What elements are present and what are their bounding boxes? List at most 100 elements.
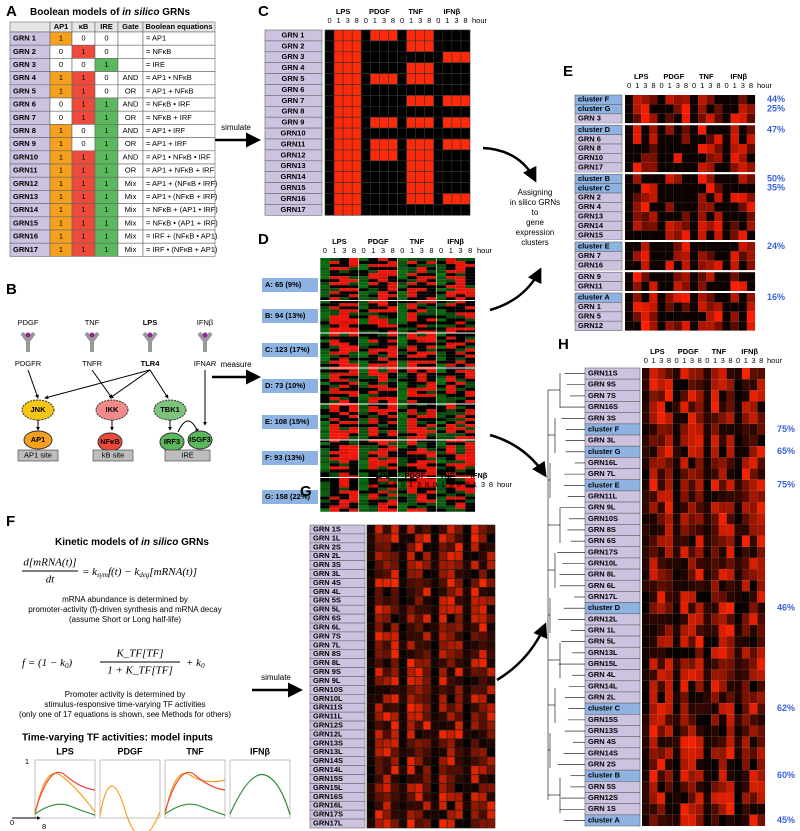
heat-cell — [407, 276, 417, 279]
cell — [407, 139, 416, 150]
heat-cell — [456, 306, 466, 309]
heat-cell — [427, 382, 437, 385]
heat-cell — [349, 442, 359, 445]
loop — [178, 421, 198, 432]
equation: = AP1 — [146, 34, 166, 43]
heat-cell — [339, 421, 349, 424]
heat-cell — [427, 258, 437, 261]
time-label: 0 — [327, 16, 331, 25]
heat-cell — [698, 221, 706, 230]
heat-cell — [696, 424, 704, 435]
heat-cell — [673, 569, 681, 580]
heat-cell — [320, 370, 330, 373]
heat-cell — [688, 714, 696, 725]
heat-cell — [383, 623, 391, 632]
heat-cell — [465, 370, 475, 373]
heat-cell — [650, 390, 658, 401]
heat-cell — [642, 603, 650, 614]
cell — [379, 41, 388, 52]
heat-cell — [456, 276, 466, 279]
heat-cell — [431, 819, 439, 828]
heat-cell — [388, 291, 398, 294]
heat-cell — [650, 580, 658, 591]
heat-cell — [383, 525, 391, 534]
heat-cell — [431, 757, 439, 766]
heat-cell — [446, 418, 456, 421]
heat-cell — [465, 261, 475, 264]
heat-cell — [349, 349, 359, 352]
heat-cell — [642, 491, 650, 502]
heat-cell — [465, 388, 475, 391]
heat-cell — [641, 261, 649, 270]
heat-cell — [734, 591, 742, 602]
heat-cell — [407, 355, 417, 358]
heat-cell — [391, 641, 399, 650]
heat-cell — [674, 202, 682, 211]
heat-cell — [665, 770, 673, 781]
heat-cell — [367, 739, 375, 748]
heat-cell — [465, 327, 475, 330]
heat-cell — [757, 714, 765, 725]
cell — [461, 150, 470, 161]
heat-cell — [398, 340, 408, 343]
heat-cell — [723, 231, 731, 240]
heat-cell — [742, 703, 750, 714]
heat-cell — [320, 433, 330, 436]
heat-cell — [657, 524, 665, 535]
heat-cell — [706, 144, 714, 153]
heat-cell — [320, 430, 330, 433]
heat-cell — [739, 202, 747, 211]
heat-cell — [727, 737, 735, 748]
arrow-label: gene — [526, 218, 544, 227]
heat-cell — [407, 685, 415, 694]
heat-cell — [479, 801, 487, 810]
heat-cell — [641, 125, 649, 134]
heat-cell — [665, 681, 673, 692]
row-label: GRN 7 — [578, 251, 601, 260]
heat-cell — [339, 270, 349, 273]
heat-cell — [711, 569, 719, 580]
heat-cell — [455, 801, 463, 810]
heat-cell — [673, 625, 681, 636]
heat-cell — [417, 373, 427, 376]
heat-cell — [465, 424, 475, 427]
heat-cell — [642, 636, 650, 647]
heat-cell — [456, 376, 466, 379]
heat-cell — [471, 694, 479, 703]
heat-cell — [649, 95, 657, 104]
heat-cell — [723, 302, 731, 311]
heat-cell — [359, 318, 369, 321]
heat-cell — [367, 605, 375, 614]
heat-cell — [383, 605, 391, 614]
heat-cell — [339, 403, 349, 406]
heat-cell — [349, 418, 359, 421]
heat-cell — [465, 273, 475, 276]
row-label: GRN 2L — [588, 693, 616, 702]
heat-cell — [339, 451, 349, 454]
heat-cell — [665, 513, 673, 524]
heat-cell — [706, 125, 714, 134]
heat-cell — [359, 309, 369, 312]
heat-cell — [349, 352, 359, 355]
heat-cell — [463, 543, 471, 552]
heat-cell — [456, 412, 466, 415]
heat-cell — [436, 503, 446, 506]
heat-cell — [415, 819, 423, 828]
edge — [110, 370, 150, 398]
heat-cell — [407, 506, 417, 509]
heat-cell — [642, 569, 650, 580]
heat-cell — [446, 379, 456, 382]
heat-cell — [657, 480, 665, 491]
heat-cell — [349, 497, 359, 500]
row-label: GRN 5 — [578, 311, 601, 320]
heat-cell — [367, 810, 375, 819]
cell — [325, 150, 334, 161]
heat-cell — [657, 491, 665, 502]
heat-cell — [665, 491, 673, 502]
heat-cell — [447, 730, 455, 739]
heat-cell — [407, 346, 417, 349]
heat-cell — [368, 394, 378, 397]
heat-cell — [407, 430, 417, 433]
cell — [398, 74, 407, 85]
heat-cell — [349, 370, 359, 373]
